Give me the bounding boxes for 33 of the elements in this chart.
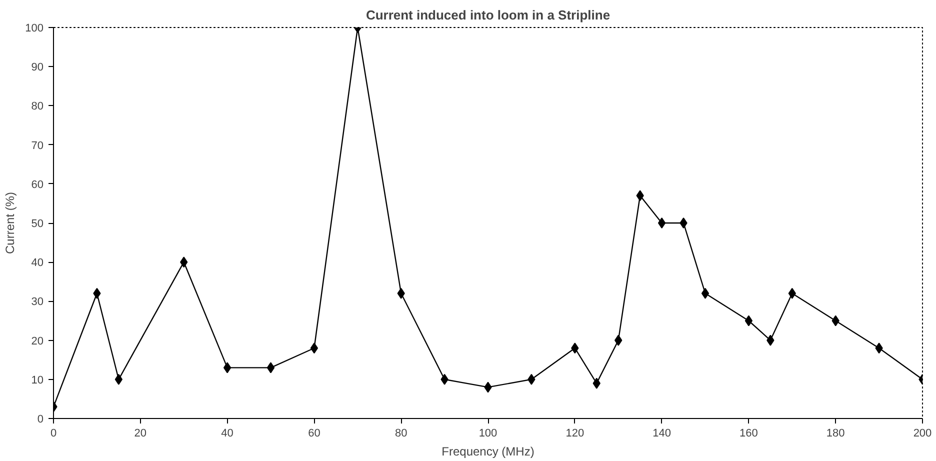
y-tick-label: 80 — [31, 100, 44, 113]
y-tick-label: 30 — [31, 296, 44, 308]
x-tick-label: 140 — [652, 428, 671, 440]
x-tick-label: 80 — [394, 428, 408, 440]
point — [744, 315, 753, 326]
point — [310, 342, 318, 354]
x-tick-label: 100 — [478, 428, 498, 440]
x-tick-label: 180 — [826, 428, 845, 440]
x-tick-label: 200 — [913, 428, 932, 440]
y-tick-label: 10 — [31, 374, 44, 386]
y-tick-label: 20 — [31, 335, 44, 348]
point — [658, 218, 666, 228]
x-tick-label: 0 — [50, 428, 57, 440]
point — [223, 362, 232, 374]
point — [701, 288, 710, 299]
y-tick-label: 90 — [31, 62, 44, 74]
y-tick-label: 50 — [31, 218, 44, 230]
y-axis-title: Current (%) — [3, 192, 18, 254]
x-tick-label: 40 — [221, 428, 234, 440]
x-tick-label: 160 — [740, 428, 758, 440]
y-tick-label: 40 — [31, 257, 44, 270]
point — [266, 362, 275, 374]
y-tick-label: 60 — [31, 178, 44, 191]
y-tick-label: 70 — [31, 140, 44, 152]
y-tick-label: 0 — [37, 414, 44, 426]
x-tick-label: 120 — [566, 428, 584, 440]
point — [114, 374, 123, 385]
x-axis-title: Frequency (MHz) — [442, 444, 534, 458]
chart-title: Current induced into loom in a Stripline — [366, 8, 610, 22]
x-tick-label: 20 — [134, 428, 147, 440]
x-tick-label: 60 — [308, 428, 320, 440]
y-tick-label: 100 — [25, 22, 44, 34]
point — [680, 218, 688, 228]
